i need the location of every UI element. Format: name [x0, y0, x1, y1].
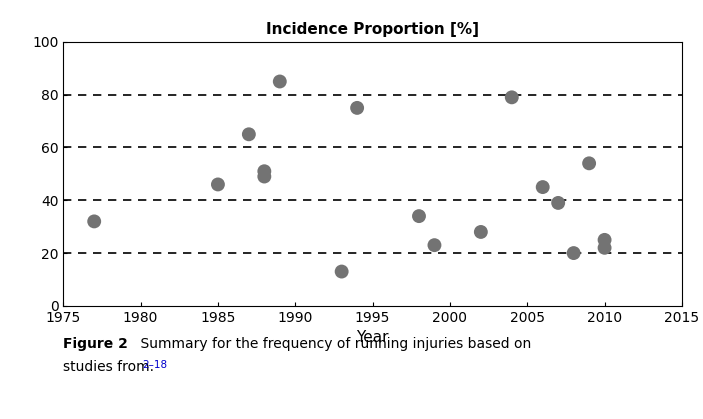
Point: [475, 229, 486, 235]
Text: studies from.: studies from.: [63, 360, 154, 374]
Point: [274, 78, 285, 85]
Point: [583, 160, 595, 167]
Point: [259, 168, 270, 175]
Text: Summary for the frequency of running injuries based on: Summary for the frequency of running inj…: [123, 337, 531, 351]
X-axis label: Year: Year: [356, 330, 389, 345]
Point: [599, 236, 610, 243]
Point: [553, 199, 564, 206]
Title: Incidence Proportion [%]: Incidence Proportion [%]: [266, 21, 479, 36]
Point: [506, 94, 517, 101]
Text: Figure 2: Figure 2: [63, 337, 128, 351]
Point: [89, 218, 100, 225]
Point: [537, 184, 548, 190]
Text: 2–18: 2–18: [142, 360, 167, 370]
Point: [243, 131, 254, 137]
Point: [212, 181, 224, 188]
Point: [336, 268, 347, 275]
Point: [429, 242, 440, 248]
Point: [352, 104, 363, 111]
Point: [599, 244, 610, 251]
Point: [568, 250, 579, 256]
Point: [413, 213, 425, 220]
Point: [259, 173, 270, 180]
